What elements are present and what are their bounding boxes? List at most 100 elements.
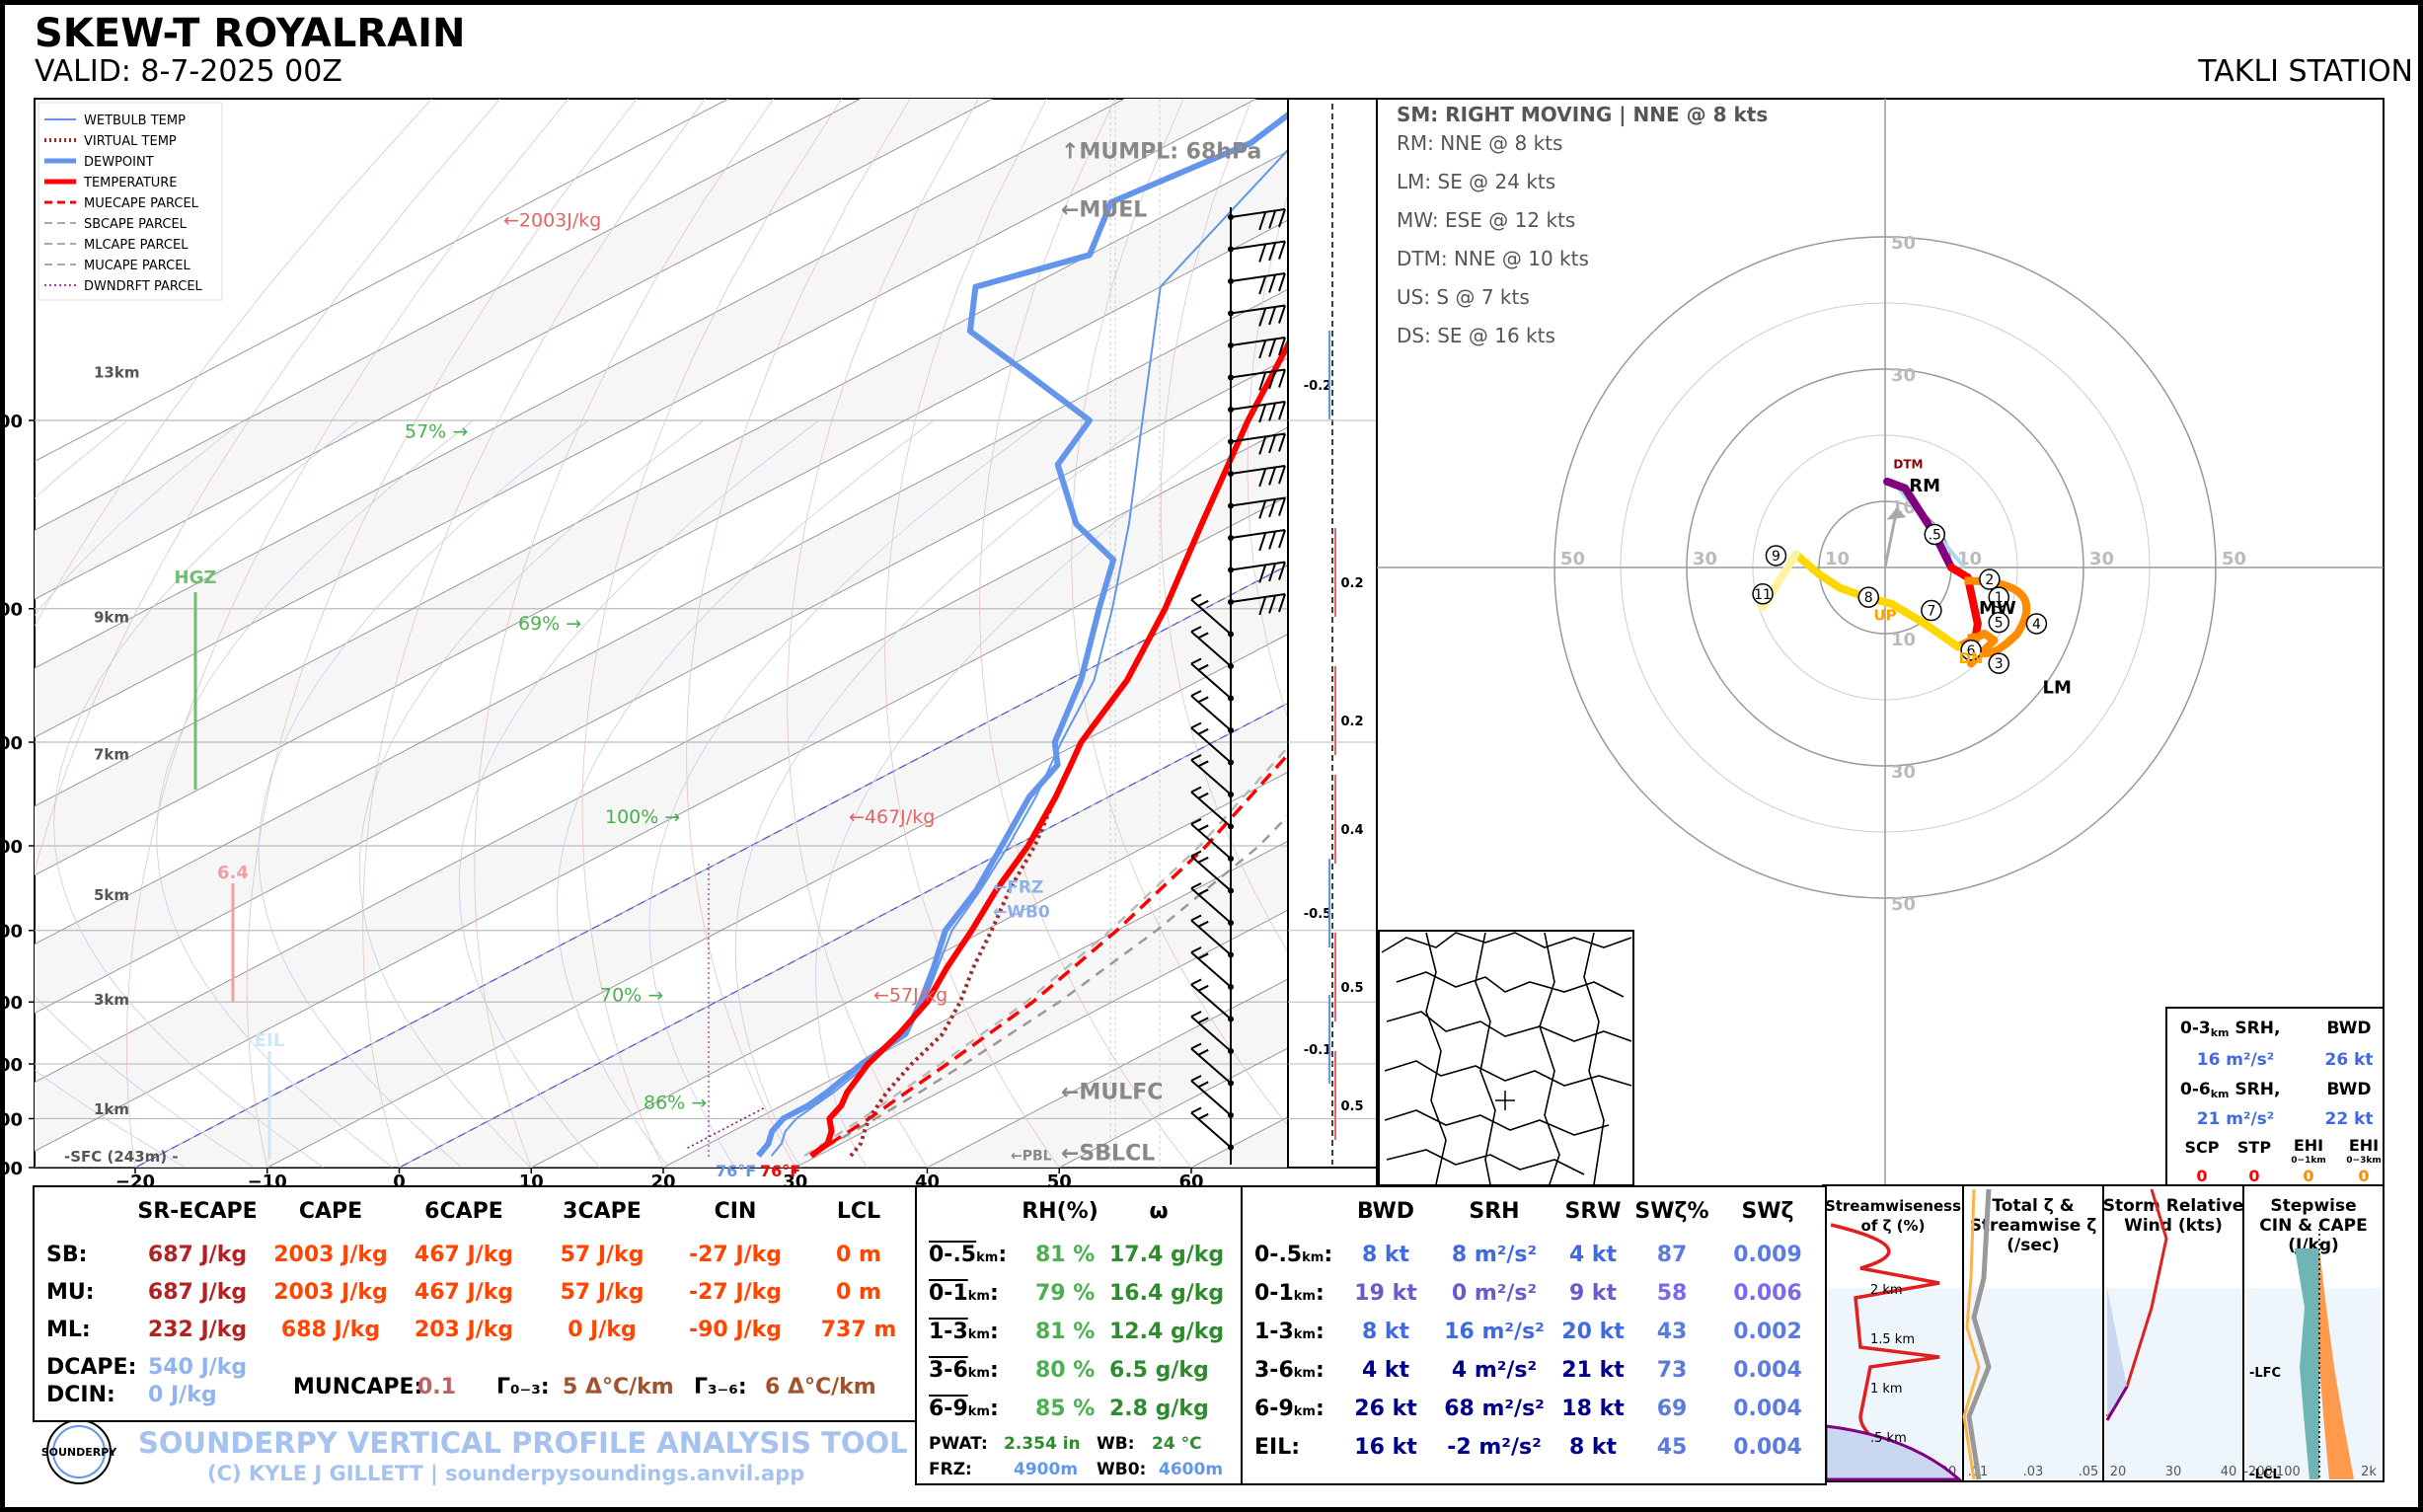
barb-flag	[1278, 369, 1286, 388]
lapse-rate-label: 6.4	[217, 863, 249, 883]
isotherm-line	[35, 150, 1288, 807]
barb-staff	[1230, 496, 1286, 507]
cape-label: ←57J/kg	[873, 984, 947, 1006]
moisture-header: RH(%)	[1022, 1199, 1098, 1224]
mini-panel-title: (/sec)	[2007, 1236, 2059, 1255]
rh-label: 86% →	[644, 1092, 707, 1113]
moisture-layer: 6-9km:	[929, 1397, 999, 1421]
barb-staff	[1190, 983, 1232, 1021]
mini-panel-title: CIN & CAPE	[2259, 1216, 2367, 1236]
barb-flag	[1258, 372, 1267, 391]
kinematic-cell: 69	[1656, 1397, 1688, 1421]
storm-point-label: RM	[1909, 476, 1940, 496]
hodograph-ring-label: 10	[1891, 630, 1916, 650]
dry-adiabat	[246, 99, 638, 1168]
barb-flag	[1197, 696, 1209, 704]
mini-height-label: 1 km	[1870, 1382, 1903, 1397]
skewt-panel: 2003004005006007008009001000−20−10010203…	[5, 98, 1378, 1192]
isotherm-line	[35, 219, 1288, 876]
barb-flag	[1258, 308, 1267, 327]
wind-barbs	[1190, 207, 1286, 1165]
pressure-label: 300	[5, 600, 23, 621]
barb-flag	[1190, 1011, 1202, 1018]
kinematic-cell: 45	[1656, 1435, 1688, 1460]
barb-staff	[1230, 272, 1286, 282]
pressure-label: 400	[5, 733, 23, 754]
dewpt-profile	[755, 111, 1288, 1159]
kinematic-cell: 0.006	[1733, 1281, 1802, 1306]
map-border	[1583, 932, 1605, 1185]
moisture-w: 2.8 g/kg	[1109, 1397, 1209, 1421]
kinematic-layer: 0-.5km:	[1254, 1243, 1333, 1267]
moisture-layer-unit: km	[967, 1289, 990, 1304]
map-border	[1384, 1109, 1610, 1136]
kinematic-layer-name: 0-.5	[1254, 1243, 1303, 1267]
omega-label: 0.2	[1340, 715, 1363, 729]
storm-motion-line: DTM: NNE @ 10 kts	[1397, 247, 1589, 270]
isotherm-line	[35, 99, 993, 600]
level-label: ←PBL	[1011, 1149, 1052, 1165]
hodograph-ring-label: 10	[1825, 549, 1850, 569]
kinematic-cell: 16 m²/s²	[1444, 1320, 1545, 1344]
barb-flag	[1197, 1112, 1209, 1120]
barb-staff	[1190, 823, 1232, 860]
barb-flag	[1258, 275, 1267, 295]
barb-staff	[1190, 726, 1232, 764]
omega-label: 0.5	[1340, 1099, 1363, 1114]
km-marker	[1988, 586, 2009, 608]
pressure-label: 1000	[5, 1159, 23, 1179]
footer-credit: (C) KYLE J GILLETT | sounderpysoundings.…	[207, 1462, 804, 1486]
moisture-rh: 81 %	[1035, 1243, 1096, 1267]
isotherm-band	[35, 289, 1288, 1014]
dry-adiabat	[581, 99, 843, 1168]
moist-adiabat	[815, 419, 1249, 1168]
map-border	[1425, 932, 1447, 1185]
moisture-layer: 1-3km:	[929, 1320, 999, 1344]
kinematic-layer: EIL:	[1254, 1435, 1301, 1460]
kinematic-layer: 1-3km:	[1254, 1320, 1325, 1344]
height-label: 3km	[94, 991, 129, 1009]
srh03-unit: km	[2211, 1026, 2230, 1039]
kinematic-header: BWD	[1356, 1199, 1415, 1224]
mini-panel-shade	[1965, 1288, 2101, 1479]
barb-flag	[1190, 946, 1202, 953]
barb-staff	[1190, 1047, 1232, 1085]
barb-flag	[1258, 500, 1267, 519]
kinematic-cell: 0.004	[1733, 1358, 1802, 1383]
barb-flag	[1190, 1075, 1202, 1082]
kinematic-cell: 4 kt	[1568, 1243, 1618, 1267]
kinematic-header: SWζ	[1741, 1199, 1794, 1224]
barb-flag	[1278, 241, 1286, 260]
kinematic-layer-unit: km	[1293, 1289, 1316, 1304]
bwd03-value: 26 kt	[2324, 1050, 2373, 1070]
barb-flag	[1278, 529, 1286, 549]
svg-text:0-6km SRH,: 0-6km SRH,	[2180, 1080, 2280, 1100]
barb-staff	[1230, 304, 1286, 315]
hodograph-segment	[1815, 569, 1844, 592]
srh03-label: SRH,	[2230, 1019, 2281, 1038]
barb-staff	[1230, 208, 1286, 218]
hodograph-segment	[1963, 573, 1982, 628]
barb-flag	[1268, 531, 1277, 550]
barb-staff	[1190, 695, 1232, 731]
cin-fill	[2295, 1248, 2319, 1479]
km-marker	[1960, 640, 1982, 661]
kinematic-layer-name: EIL	[1254, 1435, 1292, 1460]
legend-label: TEMPERATURE	[83, 176, 178, 190]
height-label: 9km	[94, 608, 129, 626]
barb-flag	[1190, 754, 1202, 761]
barb-staff	[1230, 401, 1286, 411]
km-marker-label: 8	[1864, 590, 1873, 606]
valid-time: VALID: 8-7-2025 00Z	[35, 54, 342, 89]
hodograph-ring-label: 30	[1693, 549, 1717, 569]
barb-flag	[1278, 497, 1286, 516]
moisture-layer: 0-.5km:	[929, 1243, 1008, 1267]
skewt-grid	[35, 99, 1288, 1168]
omega-label: -0.5	[1304, 907, 1331, 922]
barb-flag	[1278, 305, 1286, 324]
mini-panel-tick: -200	[2243, 1465, 2273, 1479]
moisture-w: 16.4 g/kg	[1109, 1281, 1225, 1306]
hodograph-segment	[1887, 599, 1930, 628]
barb-flag	[1190, 1106, 1202, 1114]
thermo-cell: 467 J/kg	[414, 1243, 514, 1267]
